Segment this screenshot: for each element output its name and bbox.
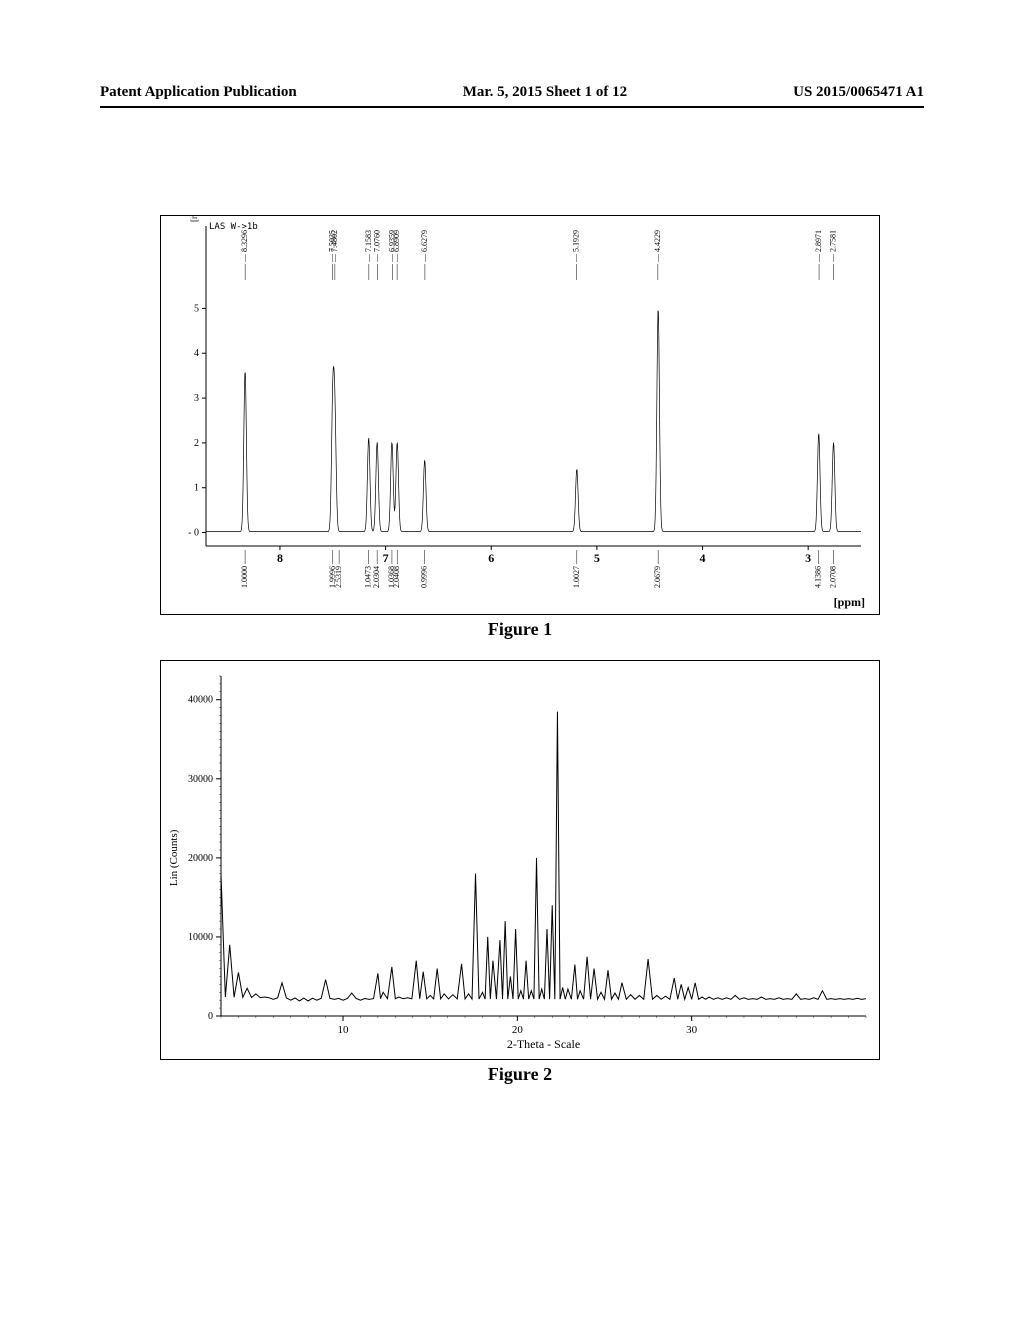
fig1-svg: - 012345876543— 8.3296— 7.5025— 7.4802— …: [161, 216, 880, 615]
svg-text:30000: 30000: [188, 774, 213, 785]
figure-2-chart: 0 10000 20000 30000 40000 Lin (Counts) 10 20 30 2…: [160, 660, 880, 1060]
figure-1: [rel] LAS W->1b - 0 1 2 3 4 5 8 7 6 5 4 3 — 8.3296 — …: [160, 215, 880, 640]
svg-text:— 7.4802: — 7.4802: [330, 230, 339, 263]
figure-1-caption: Figure 1: [160, 619, 880, 640]
svg-text:30: 30: [686, 1024, 698, 1036]
svg-text:— 6.8909: — 6.8909: [392, 230, 401, 263]
header-left: Patent Application Publication: [100, 84, 297, 101]
svg-text:10000: 10000: [188, 932, 213, 943]
fig2-svg: 0 10000 20000 30000 40000 Lin (Counts) 10 20 30 2…: [161, 661, 880, 1060]
svg-text:3: 3: [805, 551, 811, 565]
svg-text:— 8.3296: — 8.3296: [240, 230, 249, 263]
svg-text:2.0679: 2.0679: [653, 566, 662, 588]
svg-text:1.0000: 1.0000: [240, 566, 249, 588]
svg-text:— 2.8971: — 2.8971: [814, 230, 823, 263]
svg-text:40000: 40000: [188, 695, 213, 706]
figure-2-caption: Figure 2: [160, 1064, 880, 1085]
svg-text:4: 4: [194, 348, 199, 359]
svg-text:5: 5: [594, 551, 600, 565]
svg-text:2.0408: 2.0408: [392, 566, 401, 588]
svg-text:2: 2: [194, 438, 199, 449]
header-center: Mar. 5, 2015 Sheet 1 of 12: [463, 84, 627, 101]
svg-text:4: 4: [700, 551, 706, 565]
svg-text:— 2.7581: — 2.7581: [829, 230, 838, 263]
svg-text:— 6.6279: — 6.6279: [420, 230, 429, 263]
svg-text:7: 7: [383, 551, 389, 565]
page-header: Patent Application Publication Mar. 5, 2…: [100, 84, 924, 101]
svg-text:10: 10: [338, 1024, 350, 1036]
svg-text:Lin (Counts): Lin (Counts): [168, 829, 180, 886]
figure-1-chart: [rel] LAS W->1b - 0 1 2 3 4 5 8 7 6 5 4 3 — 8.3296 — …: [160, 215, 880, 615]
svg-text:20: 20: [512, 1024, 523, 1036]
svg-text:— 4.4229: — 4.4229: [653, 230, 662, 263]
fig1-xlabel: [ppm]: [834, 595, 865, 610]
svg-text:1: 1: [194, 483, 199, 494]
svg-text:2.5319: 2.5319: [334, 566, 343, 588]
svg-text:— 7.0760: — 7.0760: [373, 230, 382, 263]
svg-text:— 7.1583: — 7.1583: [364, 230, 373, 263]
figure-2: 0 10000 20000 30000 40000 Lin (Counts) 10 20 30 2…: [160, 660, 880, 1085]
svg-text:0: 0: [208, 1011, 213, 1022]
header-rule: [100, 106, 924, 108]
fig1-sample-label: LAS W->1b: [209, 222, 258, 232]
svg-text:5: 5: [194, 303, 199, 314]
svg-text:2.0708: 2.0708: [829, 566, 838, 588]
svg-text:4.1386: 4.1386: [814, 566, 823, 588]
svg-text:3: 3: [194, 393, 199, 404]
svg-text:- 0: - 0: [188, 528, 199, 539]
svg-text:20000: 20000: [188, 853, 213, 864]
svg-text:6: 6: [488, 551, 494, 565]
svg-text:2.0304: 2.0304: [372, 566, 381, 588]
svg-text:2-Theta - Scale: 2-Theta - Scale: [507, 1037, 580, 1051]
fig1-rel-label: [rel]: [189, 215, 199, 222]
svg-text:1.0027: 1.0027: [572, 566, 581, 588]
svg-text:0.9996: 0.9996: [420, 566, 429, 588]
svg-text:— 5.1929: — 5.1929: [572, 230, 581, 263]
svg-text:8: 8: [277, 551, 283, 565]
header-right: US 2015/0065471 A1: [793, 84, 924, 101]
